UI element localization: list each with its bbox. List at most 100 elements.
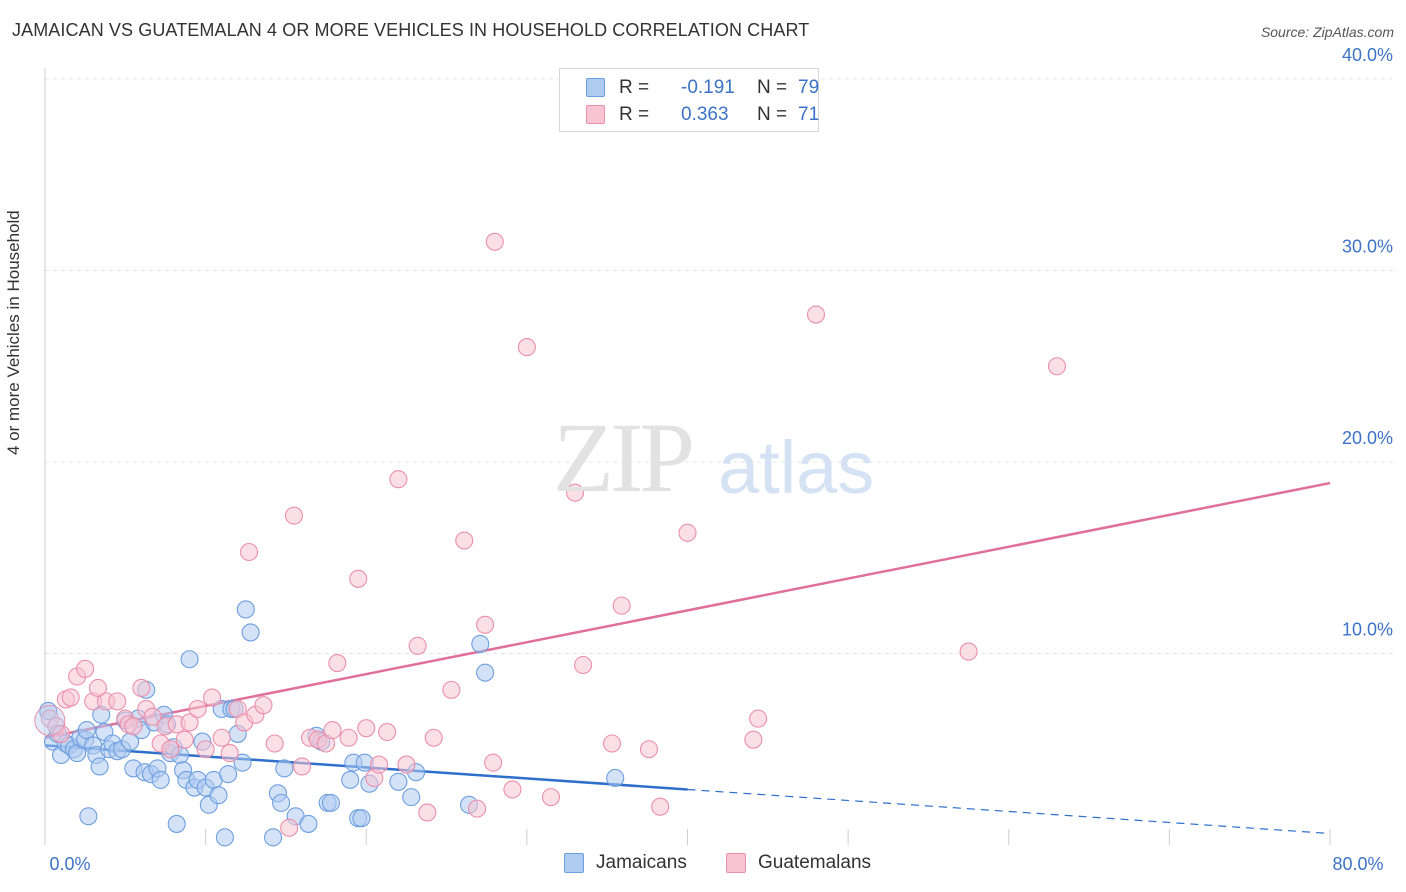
watermark-zip: ZIP	[553, 402, 695, 513]
data-point	[806, 305, 826, 324]
data-point	[606, 768, 625, 788]
data-point	[254, 696, 273, 715]
data-point	[476, 615, 495, 634]
y-tick-label: 30.0%	[1342, 237, 1393, 257]
data-point	[744, 730, 763, 749]
data-point	[167, 814, 186, 833]
trend-line-extension-jamaicans	[687, 788, 1331, 835]
data-point	[76, 659, 95, 678]
data-point	[236, 600, 255, 619]
data-point	[442, 680, 461, 699]
data-point	[503, 780, 522, 799]
data-point	[264, 828, 283, 847]
data-point	[180, 713, 199, 732]
data-point	[265, 734, 284, 753]
r-label: R =	[619, 77, 650, 98]
data-point	[341, 770, 360, 789]
data-point	[959, 642, 978, 661]
data-point	[357, 719, 376, 738]
n-value-guatemalans: 71	[798, 104, 820, 125]
data-point	[239, 542, 259, 562]
data-point	[389, 772, 408, 791]
data-point	[566, 483, 585, 502]
data-point	[612, 596, 631, 615]
data-point	[284, 506, 304, 525]
scatter-points	[34, 232, 1066, 847]
data-point	[651, 797, 670, 816]
data-point	[124, 717, 143, 736]
series-name-guatemalans: Guatemalans	[758, 852, 872, 873]
data-point	[143, 707, 162, 726]
watermark-atlas: atlas	[718, 426, 875, 509]
data-point	[299, 814, 318, 833]
data-point	[397, 755, 416, 774]
data-point	[280, 818, 299, 837]
data-point	[402, 788, 421, 807]
y-tick-label: 10.0%	[1342, 620, 1393, 640]
data-point	[203, 688, 222, 707]
source-label: Source: ZipAtlas.com	[1260, 24, 1394, 40]
series-name-jamaicans: Jamaicans	[596, 852, 687, 873]
legend-swatch-guatemalans	[586, 105, 605, 124]
data-point	[219, 765, 238, 784]
gridlines	[45, 78, 1394, 654]
data-point	[180, 650, 199, 669]
data-point	[215, 828, 234, 847]
data-point	[378, 722, 397, 742]
data-point	[132, 678, 151, 698]
legend-swatch-jamaicans	[586, 78, 605, 97]
x-tick-label-max: 80.0%	[1332, 854, 1383, 874]
x-axis-ticks	[44, 829, 1331, 845]
data-point	[220, 744, 239, 763]
data-point	[272, 793, 291, 812]
r-value-guatemalans: 0.363	[681, 104, 729, 125]
data-point	[468, 799, 487, 818]
data-point	[90, 757, 109, 776]
n-label: N =	[757, 104, 788, 125]
data-point	[408, 636, 427, 655]
data-point	[61, 688, 80, 707]
data-point	[108, 692, 127, 711]
data-point	[602, 734, 622, 753]
data-point	[455, 531, 474, 550]
x-tick-label-min: 0.0%	[49, 854, 90, 874]
data-point	[339, 728, 358, 747]
data-point	[678, 523, 697, 542]
data-point	[52, 724, 71, 743]
data-point	[233, 753, 252, 772]
data-point	[485, 232, 504, 251]
r-label: R =	[619, 104, 650, 125]
data-point	[517, 338, 536, 357]
data-point	[749, 709, 768, 728]
data-point	[241, 623, 260, 642]
data-point	[639, 740, 659, 759]
data-point	[321, 793, 340, 812]
data-point	[574, 655, 593, 675]
series-swatch-guatemalans	[726, 853, 746, 873]
data-point-cluster	[34, 705, 66, 737]
data-point	[196, 740, 215, 759]
y-axis-label: 4 or more Vehicles in Household	[4, 210, 23, 455]
data-point	[209, 786, 228, 805]
data-point	[151, 770, 170, 789]
data-point	[275, 759, 294, 778]
data-point	[77, 721, 96, 740]
data-point	[370, 755, 389, 774]
data-point	[328, 654, 347, 673]
n-label: N =	[757, 77, 788, 98]
correlation-legend: R = -0.191 N = 79 R = 0.363 N = 71	[559, 68, 819, 132]
data-point	[349, 569, 368, 588]
data-point	[292, 757, 312, 776]
data-point	[188, 699, 207, 719]
data-point	[476, 663, 495, 682]
series-guatemalans	[40, 232, 1066, 837]
r-value-jamaicans: -0.191	[681, 77, 735, 98]
series-swatch-jamaicans	[564, 853, 584, 873]
trend-line-guatemalans	[44, 481, 1331, 739]
data-point	[1047, 357, 1066, 376]
data-point	[424, 728, 443, 747]
chart-title: JAMAICAN VS GUATEMALAN 4 OR MORE VEHICLE…	[12, 20, 810, 40]
data-point	[175, 730, 194, 749]
y-tick-label: 40.0%	[1342, 45, 1393, 65]
